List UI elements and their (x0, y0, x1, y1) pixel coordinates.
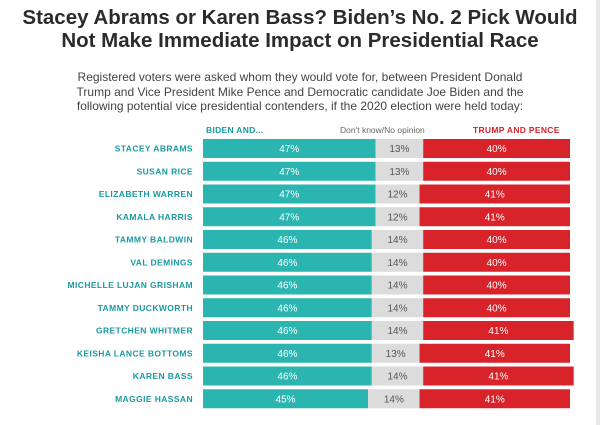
bar-trump-elizabeth-warren (419, 184, 570, 204)
bar-dont-know-kamala-harris (375, 207, 420, 227)
bar-dont-know-val-demings (371, 252, 424, 272)
bar-biden-tammy-baldwin (203, 230, 372, 249)
value-label-dont-know-karen-bass: 14% (388, 372, 408, 383)
value-label-dont-know-val-demings: 14% (388, 258, 408, 269)
value-label-biden-gretchen-whitmer: 46% (277, 326, 297, 337)
value-label-trump-karen-bass: 41% (488, 372, 508, 383)
legend-biden: BIDEN AND... (206, 125, 264, 135)
value-label-trump-susan-rice: 40% (487, 167, 507, 178)
bar-biden-maggie-hassan (203, 389, 369, 409)
category-label-karen-bass: KAREN BASS (133, 371, 193, 381)
value-label-trump-elizabeth-warren: 41% (485, 190, 505, 201)
bar-trump-michelle-lujan-grisham (423, 275, 570, 295)
value-label-trump-kamala-harris: 41% (485, 212, 505, 223)
bar-dont-know-michelle-lujan-grisham (371, 275, 424, 295)
bar-biden-tammy-duckworth (203, 298, 372, 318)
bar-trump-kamala-harris (419, 207, 570, 227)
category-label-elizabeth-warren: ELIZABETH WARREN (99, 189, 193, 199)
chart-subtitle-line-3: following potential vice presidential co… (76, 99, 524, 113)
category-label-gretchen-whitmer: GRETCHEN WHITMER (96, 326, 193, 336)
bar-dont-know-keisha-lance-bottoms (371, 343, 420, 363)
value-label-biden-maggie-hassan: 45% (276, 394, 296, 405)
bar-dont-know-tammy-duckworth (371, 298, 424, 318)
value-label-dont-know-tammy-duckworth: 14% (388, 303, 408, 314)
value-label-trump-maggie-hassan: 41% (485, 394, 505, 405)
bar-trump-stacey-abrams (423, 139, 570, 158)
value-label-biden-val-demings: 46% (277, 258, 297, 269)
value-label-biden-stacey-abrams: 47% (279, 144, 299, 155)
bar-biden-michelle-lujan-grisham (203, 275, 372, 295)
value-label-trump-tammy-baldwin: 40% (487, 235, 507, 246)
chart-title: Stacey Abrams or Karen Bass? Biden’s No.… (0, 6, 600, 52)
legend-dont-know: Don't know/No opinion (340, 125, 425, 135)
bar-biden-elizabeth-warren (203, 184, 376, 204)
value-label-trump-gretchen-whitmer: 41% (488, 326, 508, 337)
value-label-trump-michelle-lujan-grisham: 40% (487, 281, 507, 292)
bar-trump-val-demings (423, 252, 570, 272)
value-label-trump-stacey-abrams: 40% (487, 144, 507, 155)
category-label-keisha-lance-bottoms: KEISHA LANCE BOTTOMS (77, 348, 193, 358)
value-label-dont-know-stacey-abrams: 13% (389, 144, 409, 155)
chart-title-line-1: Stacey Abrams or Karen Bass? Biden’s No.… (22, 6, 578, 29)
category-label-susan-rice: SUSAN RICE (137, 166, 193, 176)
value-label-biden-elizabeth-warren: 47% (279, 190, 299, 201)
category-label-kamala-harris: KAMALA HARRIS (116, 212, 193, 222)
bar-trump-gretchen-whitmer (423, 321, 574, 340)
value-label-dont-know-elizabeth-warren: 12% (388, 190, 408, 201)
value-label-biden-tammy-baldwin: 46% (277, 235, 297, 246)
value-label-dont-know-maggie-hassan: 14% (384, 394, 404, 405)
bar-dont-know-maggie-hassan (368, 389, 420, 409)
chart-subtitle: Registered voters were asked whom they w… (0, 70, 600, 114)
category-label-stacey-abrams: STACEY ABRAMS (115, 144, 193, 154)
right-edge-strip (596, 0, 600, 425)
category-label-maggie-hassan: MAGGIE HASSAN (115, 394, 193, 404)
category-label-michelle-lujan-grisham: MICHELLE LUJAN GRISHAM (68, 280, 193, 290)
bar-trump-tammy-baldwin (423, 230, 570, 249)
bar-trump-tammy-duckworth (423, 298, 570, 318)
bar-trump-maggie-hassan (419, 389, 570, 409)
bar-biden-gretchen-whitmer (203, 321, 372, 340)
value-label-dont-know-susan-rice: 13% (389, 167, 409, 178)
bar-biden-susan-rice (203, 161, 376, 181)
bar-dont-know-susan-rice (375, 161, 424, 181)
value-label-biden-susan-rice: 47% (279, 167, 299, 178)
bar-trump-karen-bass (423, 366, 574, 386)
value-label-dont-know-tammy-baldwin: 14% (388, 235, 408, 246)
category-label-tammy-duckworth: TAMMY DUCKWORTH (98, 303, 193, 313)
value-label-biden-tammy-duckworth: 46% (277, 303, 297, 314)
bar-biden-kamala-harris (203, 207, 376, 227)
bar-dont-know-karen-bass (371, 366, 424, 386)
value-label-dont-know-gretchen-whitmer: 14% (388, 326, 408, 337)
value-label-trump-val-demings: 40% (487, 258, 507, 269)
value-label-dont-know-kamala-harris: 12% (388, 212, 408, 223)
value-label-dont-know-michelle-lujan-grisham: 14% (388, 281, 408, 292)
bar-dont-know-elizabeth-warren (375, 184, 420, 204)
chart-title-line-2: Not Make Immediate Impact on Presidentia… (61, 29, 539, 52)
legend-trump: TRUMP AND PENCE (473, 125, 560, 135)
bar-trump-keisha-lance-bottoms (419, 343, 570, 363)
bar-biden-karen-bass (203, 366, 372, 386)
category-label-val-demings: VAL DEMINGS (130, 257, 193, 267)
value-label-trump-tammy-duckworth: 40% (487, 303, 507, 314)
value-label-trump-keisha-lance-bottoms: 41% (485, 349, 505, 360)
chart-subtitle-line-2: Trump and Vice President Mike Pence and … (76, 84, 524, 99)
value-label-biden-keisha-lance-bottoms: 46% (277, 349, 297, 360)
value-label-dont-know-keisha-lance-bottoms: 13% (386, 349, 406, 360)
bar-dont-know-tammy-baldwin (371, 230, 424, 249)
bar-dont-know-stacey-abrams (375, 139, 424, 158)
bar-trump-susan-rice (423, 161, 570, 181)
bar-biden-keisha-lance-bottoms (203, 343, 372, 363)
bar-dont-know-gretchen-whitmer (371, 321, 424, 340)
bar-biden-stacey-abrams (203, 139, 376, 158)
value-label-biden-kamala-harris: 47% (279, 212, 299, 223)
chart-subtitle-line-1: Registered voters were asked whom they w… (77, 70, 523, 84)
value-label-biden-michelle-lujan-grisham: 46% (277, 281, 297, 292)
bar-biden-val-demings (203, 252, 372, 272)
value-label-biden-karen-bass: 46% (277, 372, 297, 383)
category-label-tammy-baldwin: TAMMY BALDWIN (115, 235, 193, 245)
